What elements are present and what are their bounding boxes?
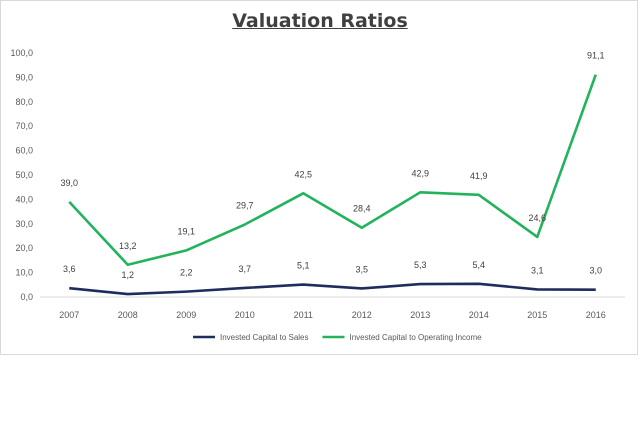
chart-frame (0, 0, 638, 355)
data-label: 42,5 (294, 169, 312, 179)
data-label: 3,5 (355, 264, 368, 274)
x-axis-ticks: 2007 2008 2009 2010 2011 2012 2013 2014 2015 2016 (59, 310, 606, 320)
y-tick-label: 90,0 (15, 72, 33, 82)
data-label: 19,1 (177, 226, 195, 236)
data-label: 39,0 (60, 178, 78, 188)
data-label: 5,3 (414, 260, 427, 270)
x-tick-label: 2012 (352, 310, 372, 320)
y-tick-label: 10,0 (15, 268, 33, 278)
series-lines (68, 74, 597, 296)
y-tick-label: 80,0 (15, 97, 33, 107)
data-label: 41,9 (470, 171, 488, 181)
y-tick-label: 60,0 (15, 146, 33, 156)
y-tick-label: 70,0 (15, 121, 33, 131)
data-label: 13,2 (119, 241, 137, 251)
y-tick-label: 30,0 (15, 219, 33, 229)
y-axis-ticks: 0,0 10,0 20,0 30,0 40,0 50,0 60,0 70,0 80,0 90,0 1… (10, 48, 33, 302)
data-label: 1,2 (121, 270, 134, 280)
data-label: 2,2 (180, 268, 193, 278)
chart-title: Valuation Ratios (232, 10, 408, 32)
x-tick-label: 2014 (469, 310, 489, 320)
data-label: 28,4 (353, 204, 371, 214)
legend-label: Invested Capital to Operating Income (350, 333, 483, 342)
y-tick-label: 0,0 (20, 292, 33, 302)
data-label: 24,6 (528, 213, 546, 223)
y-tick-label: 40,0 (15, 194, 33, 204)
y-tick-label: 100,0 (10, 48, 33, 58)
data-label: 91,1 (587, 51, 605, 61)
data-label: 3,0 (589, 266, 602, 276)
data-label: 42,9 (411, 168, 429, 178)
data-label: 3,6 (63, 264, 76, 274)
series-line-2 (68, 74, 597, 267)
y-tick-label: 50,0 (15, 170, 33, 180)
legend-label: Invested Capital to Sales (220, 333, 309, 342)
line-chart: 0,0 10,0 20,0 30,0 40,0 50,0 60,0 70,0 80,0 90,0 1… (10, 48, 625, 342)
data-labels: 3,6 1,2 2,2 3,7 5,1 3,5 5,3 5,4 3,1 3,0 39,0 13,2 19… (60, 51, 604, 280)
data-label: 5,1 (297, 261, 310, 271)
x-tick-label: 2009 (176, 310, 196, 320)
x-tick-label: 2016 (586, 310, 606, 320)
y-tick-label: 20,0 (15, 243, 33, 253)
x-tick-label: 2007 (59, 310, 79, 320)
x-tick-label: 2011 (294, 310, 313, 320)
data-label: 3,7 (238, 264, 251, 274)
x-tick-label: 2015 (527, 310, 547, 320)
legend: Invested Capital to Sales Invested Capita… (193, 333, 482, 342)
data-label: 3,1 (531, 265, 544, 275)
data-label: 5,4 (472, 260, 485, 270)
x-tick-label: 2010 (235, 310, 255, 320)
data-label: 29,7 (236, 201, 254, 211)
x-tick-label: 2013 (410, 310, 430, 320)
x-tick-label: 2008 (118, 310, 138, 320)
series-line-1 (69, 282, 596, 296)
